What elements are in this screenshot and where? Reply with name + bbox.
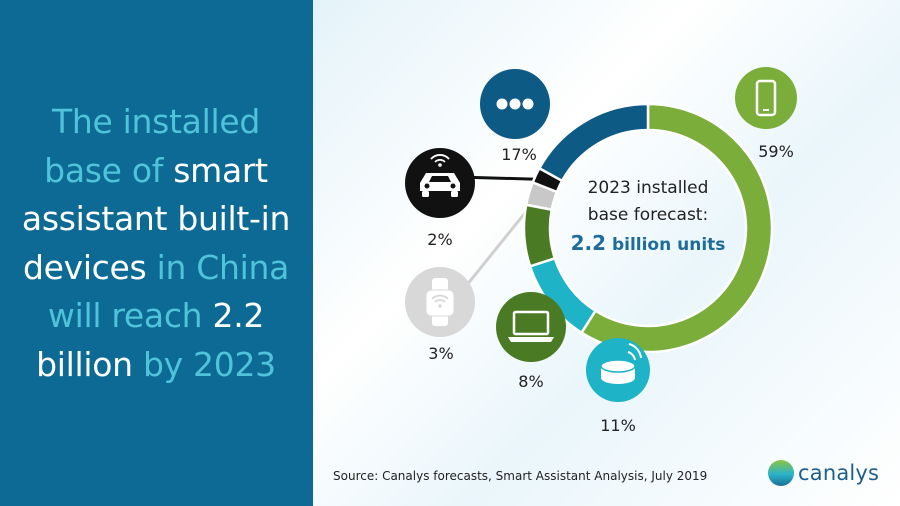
headline-line: billion by 2023 [6,341,306,390]
smartwatch-icon [405,267,475,337]
center-label-line2: base forecast: [588,205,708,225]
donut-slice-1 [579,102,774,354]
slice-percent-label: 2% [427,230,452,249]
smart-speaker-icon [586,338,650,402]
headline-segment: will reach [47,296,213,335]
slice-percent-label: 17% [501,145,537,164]
headline-segment: assistant built-in [21,199,291,238]
slice-percent-label: 11% [600,416,636,435]
headline-segment: base of [44,150,174,190]
smartphone-icon [735,67,797,129]
donut-slice-6 [537,102,650,183]
headline-segment: by 2023 [142,344,276,384]
headline-line: The installed [6,98,306,147]
headline-line: will reach 2.2 [6,292,306,341]
center-label-line1: 2023 installed [588,178,709,198]
headline-segment: 2.2 [212,296,265,335]
chart-panel [313,0,900,506]
headline-segment: in China [156,247,290,287]
headline-segment: smart [173,150,268,190]
more-dots-icon [480,69,550,139]
canalys-logo-mark-icon [768,460,794,486]
canalys-logo-text: canalys [798,461,880,485]
donut-slice-3 [522,203,557,268]
center-label-unit: billion units [606,235,725,255]
headline-segment: billion [36,344,143,384]
headline-panel: The installed base of smart assistant buil… [0,0,313,506]
canalys-logo: canalys [768,458,879,488]
center-label-value: 2.2 [571,231,606,255]
slice-percent-label: 8% [518,372,543,391]
headline-line: base of smart [6,147,306,196]
slice-percent-label: 59% [758,142,794,161]
headline-segment: The installed [52,102,260,141]
headline-line: devices in China [6,244,306,293]
slice-percent-label: 3% [428,344,453,363]
source-note: Source: Canalys forecasts, Smart Assista… [333,469,708,483]
headline-segment: devices [22,247,157,287]
connected-car-icon [405,148,475,218]
headline-line: assistant built-in [6,195,306,244]
headline-text: The installed base of smart assistant buil… [6,98,306,389]
laptop-icon [496,292,566,362]
center-label-total: 2.2 billion units [571,231,726,255]
